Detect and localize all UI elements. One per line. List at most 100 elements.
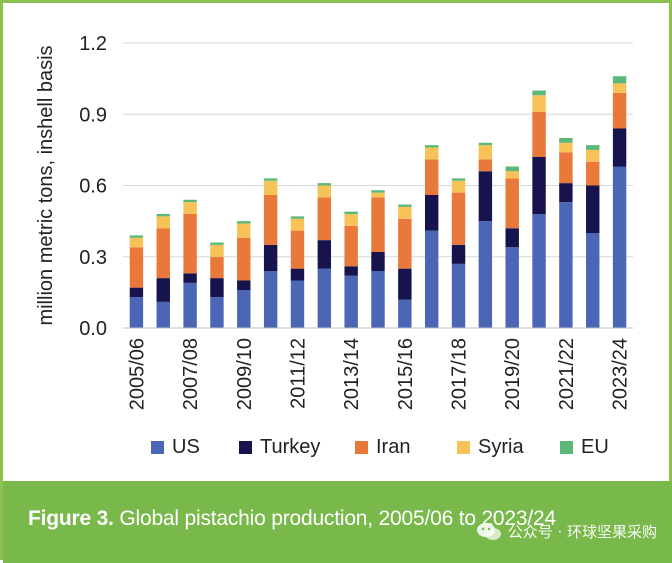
bar-eu-2019-20 <box>505 166 519 172</box>
legend-swatch-iran <box>355 441 368 454</box>
bar-us-2010-11 <box>263 271 278 328</box>
bar-syria-2017-18 <box>451 180 466 193</box>
bar-iran-2007-08 <box>183 214 197 274</box>
caption-bar: Figure 3. Global pistachio production, 2… <box>3 481 672 563</box>
bar-iran-2023-24 <box>612 92 627 129</box>
bar-syria-2011-12 <box>290 218 305 231</box>
bar-us-2012-13 <box>317 268 332 328</box>
bar-eu-2013-14 <box>344 211 358 214</box>
bar-iran-2016-17 <box>424 159 439 195</box>
bar-turkey-2015-16 <box>398 268 412 300</box>
bar-syria-2009-10 <box>237 223 251 238</box>
wechat-icon <box>476 522 501 540</box>
bar-syria-2007-08 <box>183 202 197 214</box>
y-tick-label: 0.3 <box>79 247 107 269</box>
legend-label-eu: EU <box>581 436 609 458</box>
bar-us-2020-21 <box>532 214 546 328</box>
bar-eu-2009-10 <box>237 221 251 224</box>
bar-us-2009-10 <box>237 290 251 328</box>
bar-syria-2008-09 <box>210 244 224 257</box>
bar-turkey-2016-17 <box>424 195 439 231</box>
bar-iran-2011-12 <box>290 230 305 269</box>
bar-us-2021-22 <box>559 202 573 328</box>
bar-us-2011-12 <box>290 280 305 328</box>
legend-label-us: US <box>172 436 200 458</box>
bar-iran-2010-11 <box>263 195 278 245</box>
bar-iran-2022-23 <box>586 161 600 186</box>
bar-iran-2012-13 <box>317 197 332 241</box>
bar-iran-2008-09 <box>210 256 224 279</box>
bar-us-2013-14 <box>344 275 358 328</box>
bar-eu-2018-19 <box>478 142 493 146</box>
bar-turkey-2018-19 <box>478 171 493 222</box>
bar-syria-2012-13 <box>317 185 332 198</box>
bar-us-2017-18 <box>451 263 466 328</box>
bar-eu-2014-15 <box>371 190 385 193</box>
bar-eu-2012-13 <box>317 183 332 186</box>
bar-iran-2018-19 <box>478 159 493 172</box>
bar-eu-2016-17 <box>424 145 439 148</box>
x-tick-label: 2023/24 <box>610 338 632 410</box>
bar-turkey-2022-23 <box>586 185 600 233</box>
bar-syria-2013-14 <box>344 214 358 226</box>
bar-eu-2015-16 <box>398 204 412 207</box>
bar-syria-2020-21 <box>532 95 546 112</box>
bar-eu-2011-12 <box>290 216 305 219</box>
bar-turkey-2020-21 <box>532 157 546 214</box>
x-tick-label: 2019/20 <box>502 338 524 410</box>
stacked-bar-chart: 0.0 0.3 0.6 0.9 1.2 million metric tons, insh… <box>35 33 633 458</box>
bar-iran-2009-10 <box>237 237 251 281</box>
y-tick-label: 0.0 <box>79 318 107 340</box>
bar-eu-2005-06 <box>129 235 144 238</box>
y-tick-label: 0.6 <box>79 176 107 198</box>
bar-iran-2017-18 <box>451 192 466 245</box>
bar-syria-2014-15 <box>371 192 385 198</box>
bar-syria-2016-17 <box>424 147 439 160</box>
bar-syria-2019-20 <box>505 171 519 179</box>
x-tick-label: 2021/22 <box>556 338 578 410</box>
figure-caption-text: Global pistachio production, 2005/06 to … <box>119 507 556 530</box>
bar-iran-2015-16 <box>398 218 412 269</box>
bar-us-2022-23 <box>586 233 600 328</box>
bar-turkey-2014-15 <box>371 252 385 271</box>
bar-iran-2005-06 <box>129 247 144 288</box>
legend-label-turkey: Turkey <box>260 436 320 458</box>
bar-eu-2021-22 <box>559 138 573 143</box>
legend-label-iran: Iran <box>376 436 410 458</box>
bar-eu-2008-09 <box>210 242 224 245</box>
bar-iran-2014-15 <box>371 197 385 252</box>
bar-syria-2022-23 <box>586 149 600 162</box>
bar-eu-2006-07 <box>156 214 170 217</box>
bar-us-2006-07 <box>156 301 170 328</box>
bar-us-2023-24 <box>612 166 627 328</box>
bar-eu-2010-11 <box>263 178 278 181</box>
chart-area: 0.0 0.3 0.6 0.9 1.2 million metric tons, insh… <box>3 3 672 481</box>
bar-us-2007-08 <box>183 282 197 328</box>
bar-us-2019-20 <box>505 247 519 328</box>
legend-label-syria: Syria <box>478 436 524 458</box>
y-tick-label: 1.2 <box>79 33 107 55</box>
bar-syria-2018-19 <box>478 145 493 160</box>
bar-turkey-2007-08 <box>183 273 197 283</box>
bar-syria-2021-22 <box>559 142 573 153</box>
figure-caption: Figure 3. Global pistachio production, 2… <box>28 507 556 531</box>
x-tick-label: 2015/16 <box>395 338 417 410</box>
bar-turkey-2013-14 <box>344 266 358 276</box>
bar-turkey-2023-24 <box>612 128 627 167</box>
bar-iran-2006-07 <box>156 228 170 279</box>
bar-turkey-2010-11 <box>263 244 278 271</box>
x-tick-label: 2011/12 <box>287 338 309 409</box>
legend-swatch-eu <box>560 441 573 454</box>
bar-us-2015-16 <box>398 299 412 328</box>
bar-turkey-2021-22 <box>559 183 573 203</box>
bar-turkey-2019-20 <box>505 228 519 248</box>
bar-eu-2023-24 <box>612 76 627 84</box>
bar-syria-2006-07 <box>156 216 170 229</box>
bar-us-2005-06 <box>129 297 144 328</box>
bar-eu-2022-23 <box>586 145 600 150</box>
bar-syria-2023-24 <box>612 83 627 93</box>
bar-turkey-2009-10 <box>237 280 251 290</box>
x-tick-label: 2007/08 <box>180 338 202 410</box>
legend-swatch-syria <box>457 441 470 454</box>
x-tick-label: 2005/06 <box>126 338 148 410</box>
